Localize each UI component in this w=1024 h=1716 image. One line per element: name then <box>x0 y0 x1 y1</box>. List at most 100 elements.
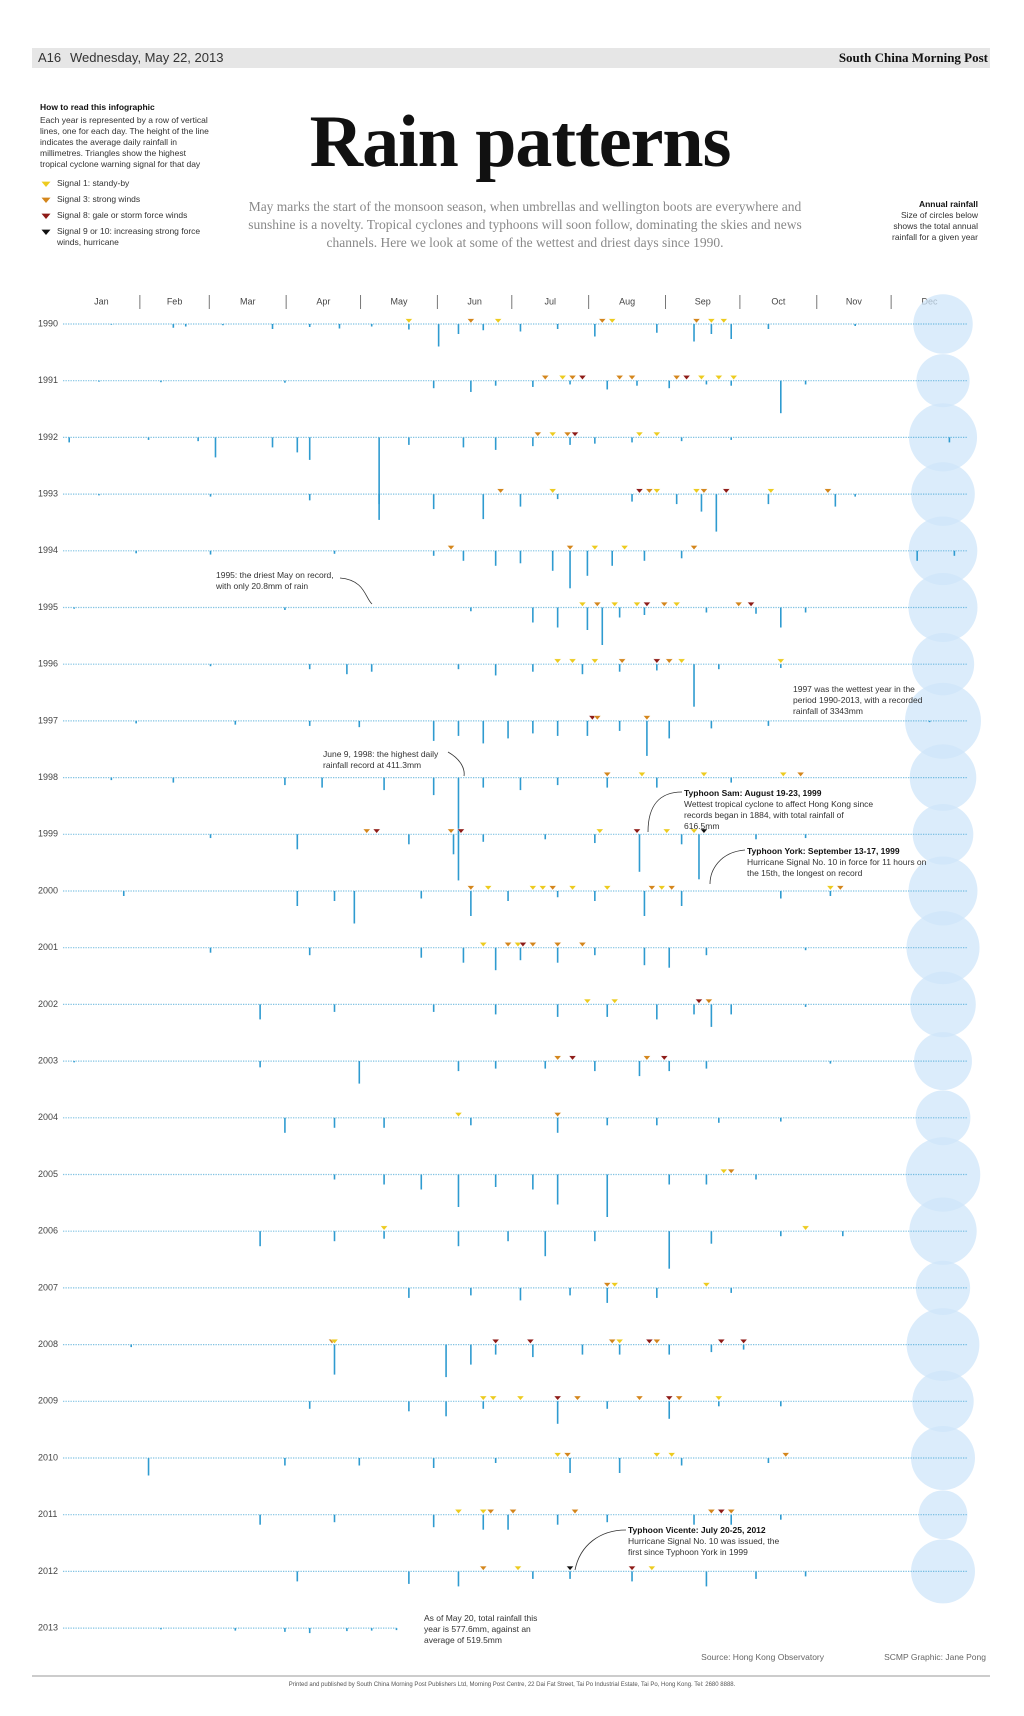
signal-triangle <box>553 942 562 948</box>
signal-triangle <box>704 998 713 1004</box>
month-label: May <box>390 296 408 306</box>
masthead: South China Morning Post <box>838 50 988 65</box>
signal-triangle <box>637 772 646 777</box>
signal-triangle <box>652 1339 661 1344</box>
signal-triangle <box>699 488 708 494</box>
annotation: As of May 20, total rainfall this year i… <box>424 1613 554 1646</box>
year-label: 2013 <box>38 1622 58 1632</box>
source: Source: Hong Kong Observatory <box>701 1652 824 1662</box>
legend-item: Signal 3: strong winds <box>40 194 212 205</box>
signal-triangle <box>504 942 513 948</box>
legend-triangle <box>41 181 51 187</box>
signal-triangle <box>677 658 686 664</box>
signal-triangle <box>682 375 691 381</box>
signal-triangle <box>570 1509 580 1515</box>
signal-triangle <box>568 885 577 891</box>
month-label: Oct <box>771 296 786 306</box>
signal-triangle <box>699 772 708 777</box>
signal-triangle <box>615 1339 624 1344</box>
signal-triangle <box>486 1509 495 1515</box>
signal-triangle <box>548 885 557 891</box>
annotation-text: 1995: the driest May on record, with onl… <box>216 570 334 591</box>
year-label: 1994 <box>38 545 58 555</box>
year-label: 1997 <box>38 715 58 725</box>
annotation-text: Wettest tropical cyclone to affect Hong … <box>684 799 874 831</box>
month-label: Jan <box>94 296 109 306</box>
year-label: 2006 <box>38 1226 58 1236</box>
signal-triangle <box>533 431 542 437</box>
signal-triangle <box>553 658 562 664</box>
signal-triangle <box>672 601 681 607</box>
graphic-credit: SCMP Graphic: Jane Pong <box>884 1652 986 1662</box>
signal-triangle <box>593 715 602 721</box>
signal-triangle <box>707 318 716 324</box>
page-number: A16 <box>38 50 62 65</box>
signal-triangle <box>484 885 493 891</box>
legend-triangle <box>41 229 51 235</box>
year-label: 1996 <box>38 659 58 669</box>
signal-triangle <box>719 318 728 324</box>
signal-triangle <box>491 1339 500 1344</box>
signal-triangle <box>454 1112 463 1118</box>
annotation-heading: Typhoon Sam: August 19-23, 1999 <box>684 788 822 798</box>
signal-triangle <box>632 601 642 607</box>
signal-triangle <box>779 772 788 777</box>
signal-triangle <box>494 318 503 324</box>
legend-text: Each year is represented by a row of ver… <box>40 115 209 169</box>
signal-triangle <box>652 431 661 437</box>
signal-triangle <box>553 1112 562 1118</box>
signal-triangle <box>672 375 681 381</box>
month-label: Jun <box>467 296 482 306</box>
signal-triangle <box>516 1395 525 1401</box>
year-label: 2008 <box>38 1339 58 1349</box>
signal-triangle <box>796 772 805 777</box>
title: Rain patterns <box>309 101 732 183</box>
signal-triangle <box>603 885 612 891</box>
signal-triangle <box>657 885 666 891</box>
legend-triangle <box>41 213 51 219</box>
signal-triangle <box>615 375 624 381</box>
signal-triangle <box>714 375 723 381</box>
signal-triangle <box>362 828 371 834</box>
year-label: 2004 <box>38 1112 58 1122</box>
month-label: Apr <box>316 296 330 306</box>
year-label: 2000 <box>38 885 58 895</box>
signal-triangle <box>558 375 567 381</box>
signal-triangle <box>781 1452 790 1458</box>
year-label: 1993 <box>38 488 58 498</box>
signal-triangle <box>707 1509 716 1515</box>
signal-triangle <box>722 488 731 494</box>
month-label: Jul <box>544 296 556 306</box>
signal-triangle <box>727 1168 736 1174</box>
signal-triangle <box>766 488 775 494</box>
signal-triangle <box>610 998 619 1004</box>
signal-triangle <box>608 318 617 324</box>
legend-item: Signal 8: gale or storm force winds <box>40 210 212 221</box>
signal-triangle <box>642 1055 651 1061</box>
signal-triangle <box>538 885 547 891</box>
signal-triangle <box>496 488 505 494</box>
month-label: Mar <box>240 296 256 306</box>
year-label: 1999 <box>38 829 58 839</box>
signal-triangle <box>528 942 537 948</box>
signal-triangle <box>590 658 599 664</box>
signal-triangle <box>513 942 523 948</box>
signal-triangle <box>697 375 706 381</box>
signal-triangle <box>660 1055 669 1061</box>
signal-triangle <box>598 318 607 324</box>
signal-triangle <box>568 375 577 381</box>
annotation-text: Hurricane Signal No. 10 in force for 11 … <box>747 857 927 878</box>
signal-triangle <box>372 828 381 834</box>
signal-triangle <box>645 488 654 494</box>
signal-triangle <box>608 1339 617 1344</box>
annotation: Typhoon Vicente: July 20-25, 2012 Hurrica… <box>628 1525 793 1558</box>
signal-triangle <box>479 1509 488 1515</box>
legend-label: Signal 1: standy-by <box>57 178 130 188</box>
legend-swatch <box>41 181 51 187</box>
signal-triangle <box>479 942 488 948</box>
signal-triangle <box>518 942 527 948</box>
signal-triangle <box>642 601 651 607</box>
signal-triangle <box>836 885 845 891</box>
year-label: 2002 <box>38 999 58 1009</box>
legend-item: Signal 1: standy-by <box>40 178 212 189</box>
